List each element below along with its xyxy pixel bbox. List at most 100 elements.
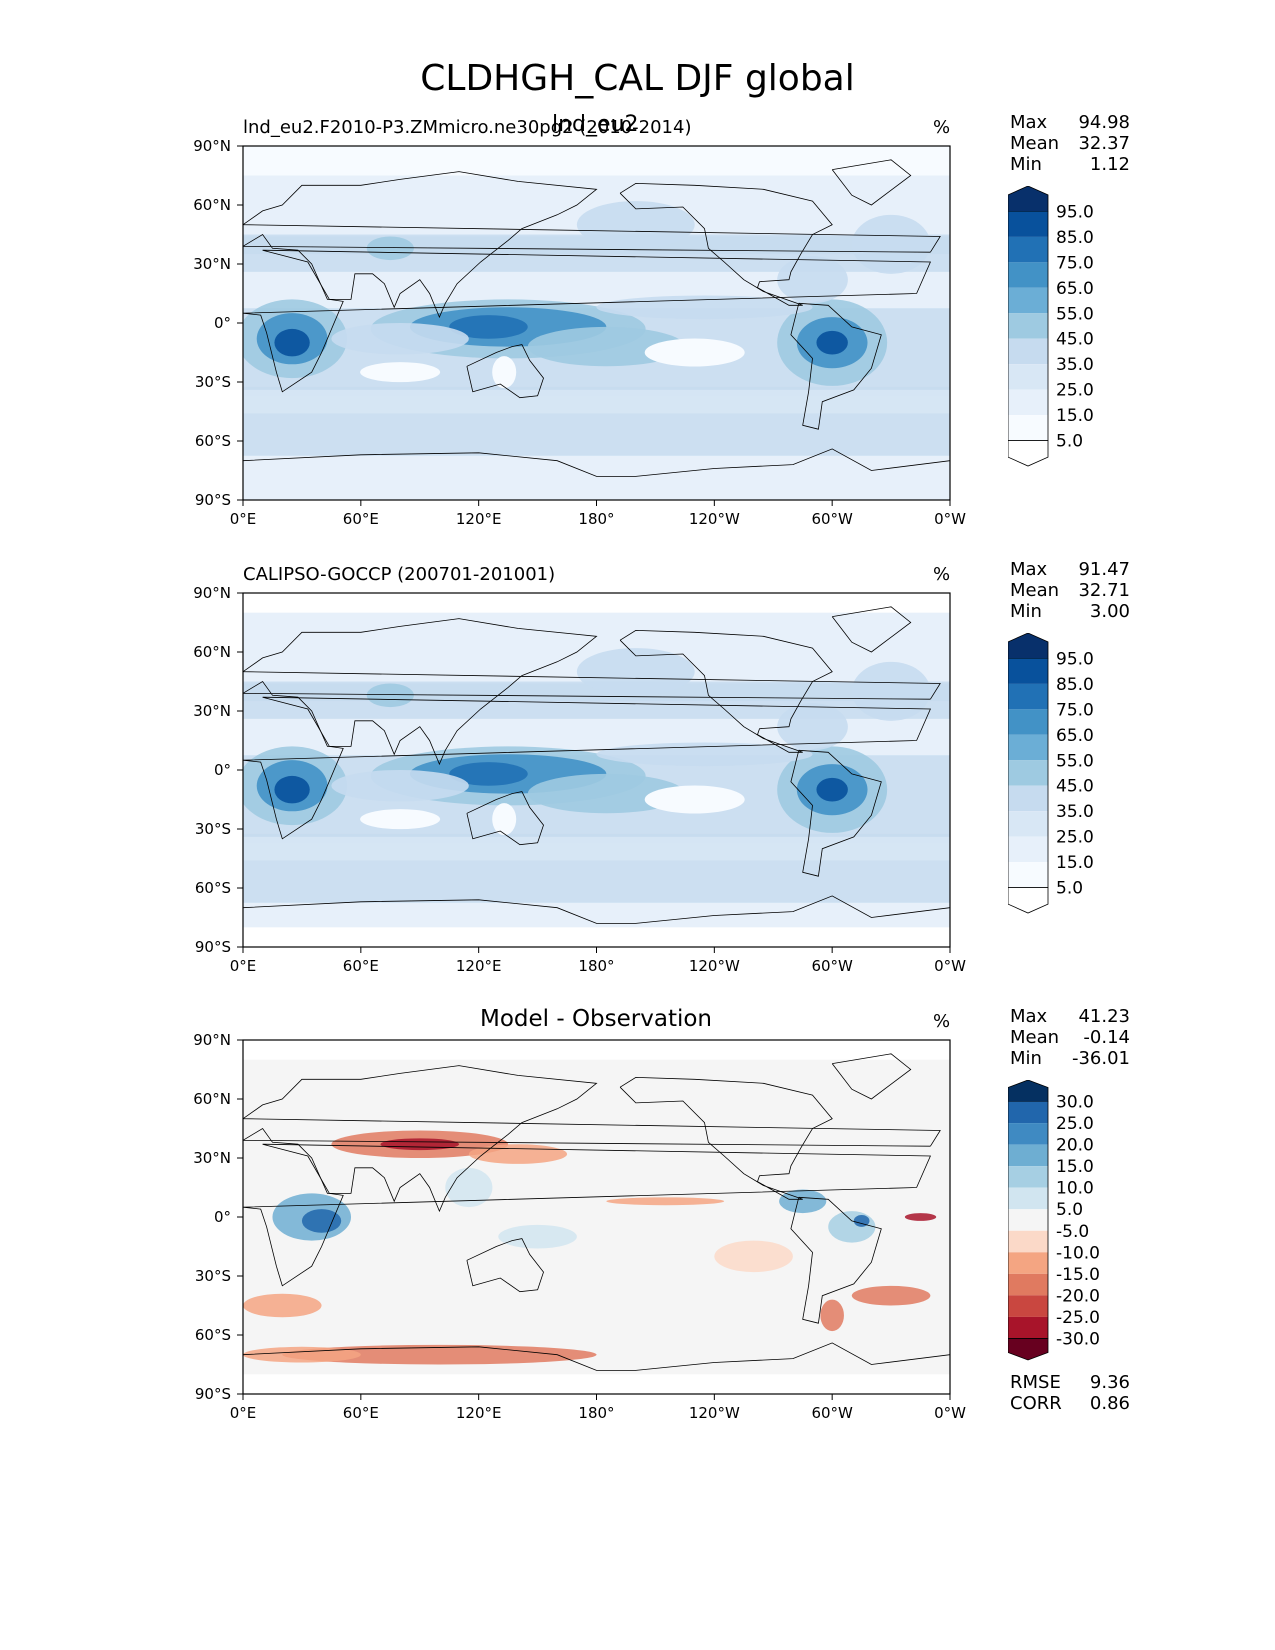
colorbar-tick-label: 25.0 <box>1056 381 1094 401</box>
stat-label: Min <box>1010 154 1042 175</box>
stat-value: 3.00 <box>1089 601 1130 622</box>
colorbar-swatch <box>1008 262 1048 288</box>
colorbar-tick-label: -20.0 <box>1056 1286 1100 1306</box>
stat-label: Mean <box>1010 580 1060 601</box>
colorbar-swatch <box>1008 1144 1048 1167</box>
panel-left-title: lnd_eu2.F2010-P3.ZMmicro.ne30pg2 (2010-2… <box>243 117 692 138</box>
stat-label: Min <box>1010 601 1042 622</box>
stat-label: Max <box>1010 559 1048 580</box>
colorbar-swatch <box>1008 633 1049 659</box>
colorbar-tick-label: 5.0 <box>1056 879 1083 899</box>
stat-value: 1.12 <box>1089 154 1130 175</box>
lat-tick-label: 90°N <box>193 1031 231 1049</box>
contour-field <box>243 606 950 928</box>
units-label: % <box>933 1011 951 1032</box>
colorbar-tick-label: 5.0 <box>1056 1200 1083 1220</box>
lon-tick-label: 0°E <box>230 1404 257 1422</box>
colorbar-swatch <box>1008 1187 1048 1210</box>
colorbar-tick-label: 25.0 <box>1056 1114 1094 1134</box>
colorbar-tick-label: -30.0 <box>1056 1329 1100 1349</box>
colorbar-swatch <box>1008 683 1048 710</box>
rmse-corr-value: 0.86 <box>1089 1393 1130 1414</box>
lon-tick-label: 120°W <box>689 957 740 975</box>
colorbar-tick-label: -10.0 <box>1056 1243 1100 1263</box>
lat-tick-label: 60°N <box>193 196 231 214</box>
lat-tick-label: 90°S <box>195 1385 231 1403</box>
colorbar-swatch <box>1008 760 1048 786</box>
stat-value: 41.23 <box>1078 1006 1130 1027</box>
colorbar-swatch <box>1008 1230 1048 1253</box>
lon-tick-label: 180° <box>578 510 614 528</box>
coastline <box>243 618 941 766</box>
lon-tick-label: 120°E <box>456 1404 502 1422</box>
coastline <box>790 749 882 877</box>
lat-tick-label: 30°S <box>195 820 231 838</box>
lat-tick-label: 0° <box>214 761 231 779</box>
stat-value: -36.01 <box>1071 1048 1130 1069</box>
colorbar-swatch <box>1008 658 1048 684</box>
coastline <box>831 159 912 206</box>
stat-label: Mean <box>1010 1027 1060 1048</box>
coastline <box>619 629 833 753</box>
lon-tick-label: 0°E <box>230 957 257 975</box>
stat-label: Min <box>1010 1048 1042 1069</box>
lon-tick-label: 0°W <box>934 510 966 528</box>
colorbar-swatch <box>1008 1252 1048 1274</box>
colorbar-tick-label: -15.0 <box>1056 1265 1100 1285</box>
colorbar-tick-label: 95.0 <box>1056 202 1094 222</box>
coastline <box>831 1053 912 1100</box>
colorbar-swatch <box>1008 836 1048 863</box>
contour-field <box>243 146 950 500</box>
colorbar-swatch <box>1008 236 1048 263</box>
overlap-title: lnd_eu2 <box>552 112 639 137</box>
colorbar-tick-label: 15.0 <box>1056 406 1094 426</box>
coastline <box>243 696 932 840</box>
colorbar-swatch <box>1008 1166 1048 1188</box>
coastline <box>790 302 882 430</box>
rmse-corr-label: CORR <box>1010 1393 1062 1414</box>
lat-tick-label: 90°S <box>195 938 231 956</box>
lat-tick-label: 60°N <box>193 643 231 661</box>
colorbar-tick-label: 65.0 <box>1056 726 1094 746</box>
lat-tick-label: 90°N <box>193 584 231 602</box>
rmse-corr-label: RMSE <box>1010 1372 1061 1393</box>
colorbar-swatch <box>1008 1080 1049 1102</box>
colorbar-tick-label: 75.0 <box>1056 253 1094 273</box>
colorbar-tick-label: -5.0 <box>1056 1222 1089 1242</box>
colorbar-swatch <box>1008 1209 1048 1231</box>
colorbar-swatch <box>1008 364 1048 390</box>
colorbar-tick-label: 10.0 <box>1056 1179 1094 1199</box>
lon-tick-label: 60°E <box>343 510 379 528</box>
lat-tick-label: 60°S <box>195 1326 231 1344</box>
colorbar-swatch <box>1008 862 1048 888</box>
colorbar-tick-label: 20.0 <box>1056 1136 1094 1156</box>
lon-tick-label: 120°W <box>689 1404 740 1422</box>
lat-tick-label: 60°S <box>195 879 231 897</box>
colorbar-swatch <box>1008 811 1048 837</box>
lon-tick-label: 60°W <box>811 510 853 528</box>
lon-tick-label: 0°E <box>230 510 257 528</box>
colorbar-swatch <box>1008 186 1049 212</box>
colorbar-tick-label: -25.0 <box>1056 1308 1100 1328</box>
colorbar-tick-label: 65.0 <box>1056 279 1094 299</box>
stat-value: 91.47 <box>1078 559 1130 580</box>
colorbar-swatch <box>1008 1273 1048 1296</box>
lat-tick-label: 30°N <box>193 1149 231 1167</box>
colorbar-swatch <box>1008 1338 1049 1361</box>
colorbar-swatch <box>1008 709 1048 735</box>
colorbar-swatch <box>1008 1316 1048 1339</box>
lon-tick-label: 180° <box>578 1404 614 1422</box>
lat-tick-label: 30°N <box>193 702 231 720</box>
colorbar-swatch <box>1008 734 1048 761</box>
colorbar-tick-label: 45.0 <box>1056 777 1094 797</box>
colorbar-tick-label: 85.0 <box>1056 228 1094 248</box>
lon-tick-label: 0°W <box>934 1404 966 1422</box>
lat-tick-label: 30°N <box>193 255 231 273</box>
colorbar-tick-label: 55.0 <box>1056 751 1094 771</box>
map-plot: 90°N 60°N 30°N 0° 30°S 60°S 90°S0°E 60°E 120°E 18… <box>193 1031 966 1422</box>
panel-center-title: Model - Observation <box>479 1006 713 1032</box>
colorbar-tick-label: 30.0 <box>1056 1093 1094 1113</box>
colorbar-swatch <box>1008 415 1048 441</box>
coastline <box>243 1143 932 1287</box>
lat-tick-label: 30°S <box>195 1267 231 1285</box>
